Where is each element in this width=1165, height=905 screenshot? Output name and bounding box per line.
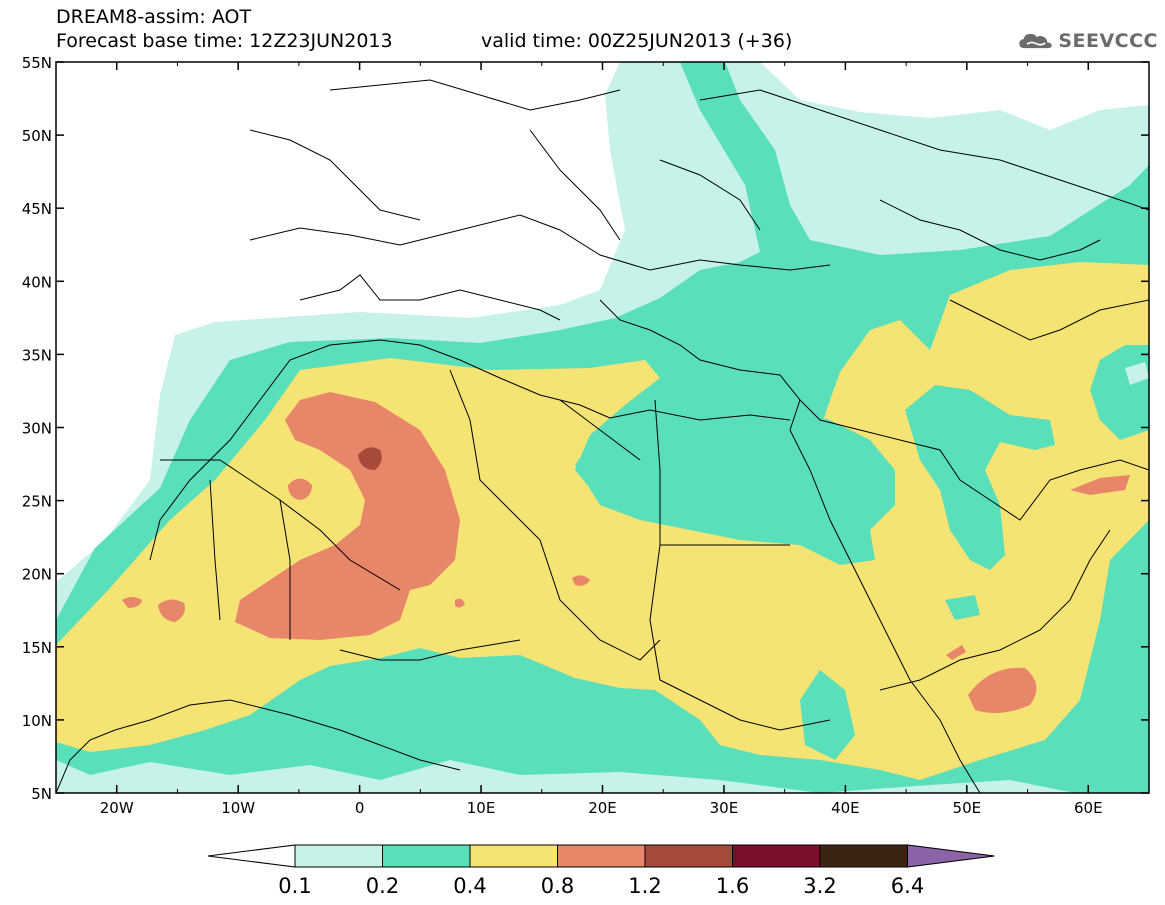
lat-tick-label: 50N — [22, 127, 52, 145]
lon-ticks: 20W 10W 0 10E 20E 30E 40E 50E 60E — [55, 62, 1150, 817]
aot-blob-8 — [946, 645, 966, 660]
aot-blob-6 — [1070, 475, 1130, 495]
lat-tick-label: 25N — [22, 493, 52, 511]
aot-island-arabia — [905, 385, 1055, 570]
aot-blob-1 — [288, 478, 312, 500]
lon-tick-label: 10E — [467, 799, 496, 817]
map-title: DREAM8-assim: AOT — [56, 6, 252, 28]
aot-island-sea — [945, 595, 980, 620]
aot-blob-3 — [122, 597, 142, 608]
colorbar-segment — [557, 844, 646, 868]
colorbar-segment — [644, 844, 733, 868]
lon-tick-label: 50E — [953, 799, 982, 817]
lat-tick-label: 15N — [22, 639, 52, 657]
colorbar-label: 3.2 — [803, 874, 836, 898]
aot-island-horn — [800, 670, 855, 760]
lon-tick-label: 60E — [1074, 799, 1103, 817]
lat-tick-label: 45N — [22, 200, 52, 218]
colorbar-label: 0.4 — [453, 874, 486, 898]
aot-blob-4 — [572, 575, 590, 586]
aot-island-pan — [1125, 362, 1149, 385]
colorbar-segment — [819, 844, 908, 868]
colorbar-segment — [294, 844, 383, 868]
lon-tick-label: 20E — [588, 799, 617, 817]
aot-blob-2 — [158, 599, 185, 622]
aot-blob-5 — [455, 598, 465, 608]
lat-ticks: 5N 10N 15N 20N 25N 30N 35N 40N 45N 50N 55N — [22, 54, 1149, 803]
lat-tick-label: 30N — [22, 420, 52, 438]
lon-tick-label: 20W — [100, 799, 134, 817]
coastlines — [56, 79, 1149, 793]
seevccc-logo: SEEVCCC — [1018, 26, 1158, 56]
logo-text: SEEVCCC — [1058, 30, 1158, 52]
valid-time: valid time: 00Z25JUN2013 (+36) — [481, 30, 793, 52]
lon-tick-label: 0 — [355, 799, 365, 817]
lat-tick-label: 35N — [22, 346, 52, 364]
lat-tick-label: 10N — [22, 712, 52, 730]
aot-band-0.8-sahara — [235, 392, 460, 640]
colorbar-label: 1.2 — [628, 874, 661, 898]
colorbar-segment — [382, 844, 471, 868]
forecast-base-time: Forecast base time: 12Z23JUN2013 — [56, 30, 393, 52]
colorbar-segment — [469, 844, 558, 868]
aot-contours — [56, 62, 1149, 793]
lat-tick-label: 55N — [22, 54, 52, 72]
colorbar-segment — [732, 844, 821, 868]
colorbar-label: 0.1 — [278, 874, 311, 898]
colorbar-label: 0.2 — [366, 874, 399, 898]
aot-blob-7 — [968, 667, 1037, 714]
lat-tick-label: 40N — [22, 273, 52, 291]
aot-band-1.2 — [358, 447, 382, 470]
aot-band-0.4 — [56, 262, 1149, 780]
colorbar-low-arrow — [207, 844, 296, 868]
colorbar: 0.1 0.2 0.4 0.8 1.2 1.6 3.2 6.4 — [207, 844, 995, 898]
colorbar-label: 0.8 — [541, 874, 574, 898]
aot-island-egypt — [575, 402, 895, 565]
lon-tick-label: 30E — [710, 799, 739, 817]
cloud-icon — [1019, 33, 1052, 49]
lon-tick-label: 10W — [221, 799, 255, 817]
colorbar-label: 6.4 — [891, 874, 924, 898]
lon-tick-label: 40E — [831, 799, 860, 817]
lat-tick-label: 5N — [31, 785, 52, 803]
colorbar-high-arrow — [907, 844, 995, 868]
colorbar-label: 1.6 — [716, 874, 749, 898]
lat-tick-label: 20N — [22, 566, 52, 584]
